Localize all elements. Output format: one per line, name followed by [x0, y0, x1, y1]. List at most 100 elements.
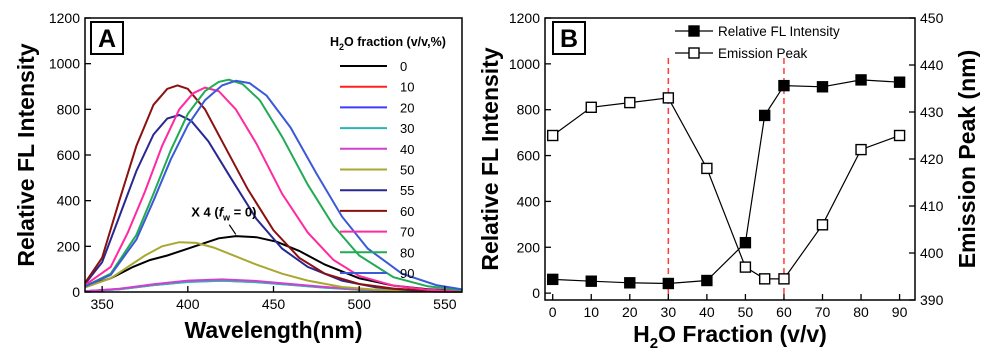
series-line-emission-peak — [552, 97, 900, 280]
y-tick-label: 200 — [57, 238, 81, 254]
y2-tick-label: 400 — [920, 245, 944, 261]
y-tick-label: 1200 — [509, 10, 540, 26]
legend-label-0: 0 — [400, 59, 407, 74]
x-tick-label: 0 — [549, 304, 557, 320]
series-line-fl-intensity — [552, 79, 900, 285]
marker-fl-intensity — [855, 74, 867, 86]
marker-fl-intensity — [624, 277, 636, 289]
marker-fl-intensity — [547, 273, 559, 286]
series-line-0 — [84, 235, 463, 292]
annotation-part: f — [219, 205, 225, 220]
x-tick-label: 450 — [262, 296, 286, 312]
y-tick-label: 1000 — [49, 56, 80, 72]
legend-title: H2O fraction (v/v,%) — [330, 35, 446, 52]
legend-label-20: 20 — [400, 100, 414, 115]
x-axis-label: H2O Fraction (v/v) — [633, 321, 827, 352]
legend-label-40: 40 — [400, 142, 414, 157]
x-tick-label: 350 — [90, 296, 114, 312]
legend-label-55: 55 — [400, 183, 414, 198]
marker-emission-peak — [662, 92, 675, 104]
y-tick-label: 600 — [57, 147, 81, 163]
y-tick-label: 400 — [57, 193, 81, 209]
annotation-subscript: w — [222, 213, 231, 223]
legend-swatch-marker — [688, 25, 700, 37]
legend-swatch-marker — [688, 47, 700, 59]
x-tick-label: 90 — [892, 304, 908, 320]
legend-label-70: 70 — [400, 225, 414, 240]
y2-tick-label: 420 — [920, 151, 944, 167]
x-tick-label: 500 — [348, 296, 372, 312]
x-axis-label: Wavelength(nm) — [184, 317, 362, 343]
y-tick-label: 1000 — [509, 56, 540, 72]
y-tick-label: 200 — [517, 239, 541, 255]
panel-label-box-a — [90, 21, 124, 55]
marker-emission-peak — [893, 129, 906, 142]
x-tick-label: 60 — [776, 304, 792, 320]
marker-emission-peak — [739, 261, 752, 273]
panel-b: 0200400600800100012003904004104204304404… — [477, 10, 980, 352]
annotation-part: = 0) — [230, 205, 256, 220]
x-tick-label: 550 — [433, 296, 457, 312]
x-tick-label: 70 — [815, 304, 831, 320]
marker-emission-peak — [778, 273, 790, 285]
marker-emission-peak — [816, 219, 829, 231]
marker-emission-peak — [758, 273, 771, 285]
legend-title-subscript: 2 — [339, 42, 344, 52]
marker-fl-intensity — [758, 109, 771, 122]
panel-label-box-b — [552, 21, 586, 55]
y2-tick-label: 410 — [920, 198, 944, 214]
x-tick-label: 80 — [853, 304, 869, 320]
y-tick-label: 0 — [72, 284, 80, 300]
marker-fl-intensity — [816, 81, 829, 93]
legend-title-part: O fraction (v/v,%) — [344, 35, 446, 49]
marker-fl-intensity — [701, 274, 713, 287]
y-axis-label: Relative FL Intensity — [477, 47, 503, 270]
marker-fl-intensity — [739, 236, 752, 249]
y2-tick-label: 450 — [920, 10, 944, 26]
series-line-60 — [84, 84, 463, 293]
marker-fl-intensity — [662, 277, 675, 290]
y-axis-label: Relative FL Intensity — [13, 43, 39, 266]
marker-fl-intensity — [585, 275, 597, 287]
marker-emission-peak — [624, 96, 636, 109]
x-tick-label: 30 — [661, 304, 677, 320]
y2-tick-label: 440 — [920, 57, 944, 73]
legend-label-90: 90 — [400, 266, 414, 281]
legend-label-60: 60 — [400, 204, 414, 219]
series-line-70 — [84, 86, 463, 293]
y2-axis-label: Emission Peak (nm) — [954, 50, 980, 269]
x-tick-label: 10 — [583, 304, 599, 320]
annotation-arrow — [228, 224, 237, 235]
legend-label: Emission Peak — [718, 46, 808, 61]
y-tick-label: 0 — [532, 285, 540, 301]
x-tick-label: 40 — [699, 304, 715, 320]
panel-label-a: A — [98, 25, 116, 53]
y2-tick-label: 430 — [920, 104, 944, 120]
x-axis-label-subscript: 2 — [650, 335, 658, 352]
panel-label-b: B — [560, 25, 578, 53]
annotation: X 4 (fw = 0) — [191, 205, 256, 223]
series-line-80 — [84, 78, 463, 292]
legend-label-80: 80 — [400, 245, 414, 260]
y-tick-label: 600 — [517, 148, 541, 164]
marker-emission-peak — [855, 143, 867, 156]
x-tick-label: 20 — [622, 304, 638, 320]
marker-fl-intensity — [893, 76, 906, 88]
annotation-part: X 4 ( — [191, 205, 219, 220]
marker-fl-intensity — [778, 79, 790, 92]
x-tick-label: 400 — [176, 296, 200, 312]
x-tick-label: 50 — [738, 304, 754, 320]
y2-tick-label: 390 — [920, 292, 944, 308]
y-tick-label: 400 — [517, 193, 541, 209]
marker-emission-peak — [547, 129, 559, 142]
y-tick-label: 1200 — [49, 10, 80, 26]
legend-label-50: 50 — [400, 163, 414, 178]
legend-title-part: H — [330, 35, 339, 49]
y-tick-label: 800 — [57, 101, 81, 117]
legend-label-10: 10 — [400, 80, 414, 95]
y-tick-label: 800 — [517, 102, 541, 118]
x-axis-label-part: H — [633, 321, 650, 347]
legend-label: Relative FL Intensity — [718, 24, 840, 39]
